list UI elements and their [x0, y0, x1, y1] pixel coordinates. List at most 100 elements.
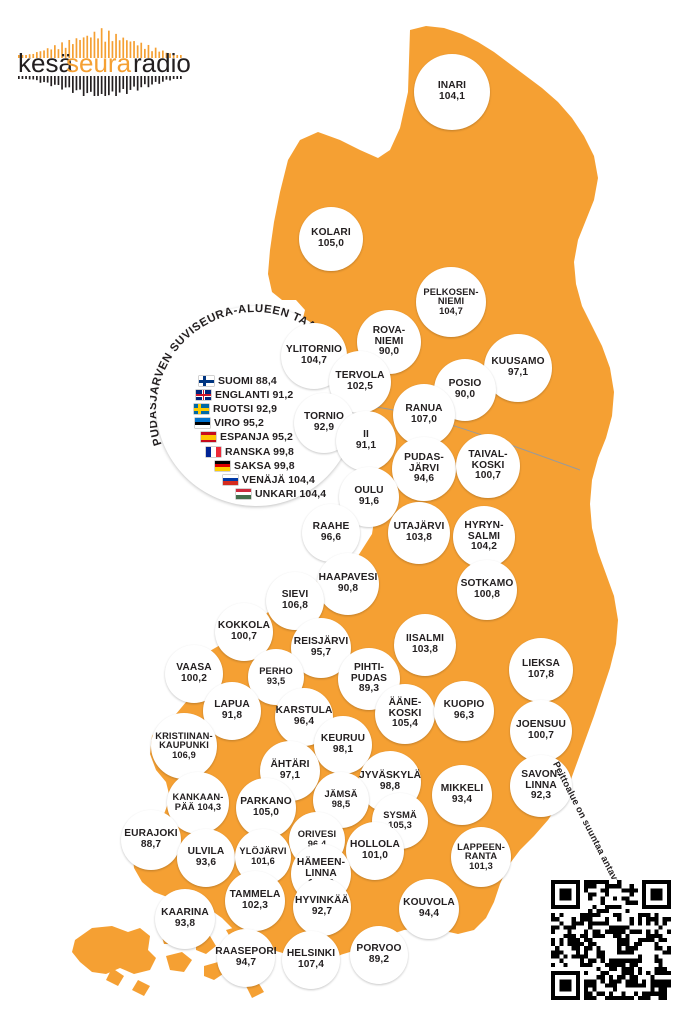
station-bubble[interactable]: II 91,1	[336, 411, 396, 471]
logo: kesä seura radio	[14, 24, 204, 96]
station-name: JYVÄSKYLÄ	[358, 770, 422, 782]
station-name: SOTKAMO	[460, 578, 514, 590]
station-frequency: 94,6	[413, 473, 435, 485]
station-bubble[interactable]: PORVOO 89,2	[350, 926, 408, 984]
station-bubble[interactable]: LIEKSA 107,8	[509, 638, 573, 702]
station-name: LAPUA	[214, 699, 250, 711]
station-name: PORVOO	[356, 943, 402, 955]
station-frequency: 91,6	[358, 496, 380, 507]
station-bubble[interactable]: OULU 91,6	[339, 467, 399, 527]
station-frequency: 106,9	[172, 749, 196, 760]
station-frequency: 89,3	[358, 683, 380, 695]
frequency-row[interactable]: VIRO 95,2	[182, 416, 342, 430]
station-bubble[interactable]: KANKAAN- PÄÄ 104,3	[167, 772, 229, 834]
frequency-label: VENÄJÄ 104,4	[242, 473, 315, 486]
station-name: HOLLOLA	[350, 839, 400, 851]
station-frequency: 101,0	[362, 850, 388, 861]
station-bubble[interactable]: KOLARI 105,0	[299, 207, 363, 271]
station-bubble[interactable]: KARSTULA 96,4	[275, 688, 333, 746]
station-name: IISALMI	[405, 633, 445, 645]
station-bubble[interactable]: RANUA 107,0	[393, 384, 455, 446]
station-bubble[interactable]: PELKOSEN- NIEMI 104,7	[416, 267, 486, 337]
station-bubble[interactable]: IISALMI 103,8	[394, 614, 456, 676]
station-bubble[interactable]: KAARINA 93,8	[155, 889, 215, 949]
station-frequency: 91,8	[221, 710, 243, 721]
station-bubble[interactable]: SOTKAMO 100,8	[457, 560, 517, 620]
station-name: UTAJÄRVI	[393, 521, 445, 533]
station-frequency: 102,5	[347, 381, 373, 392]
station-bubble[interactable]: PARKANO 105,0	[236, 778, 296, 838]
station-name: KUOPIO	[443, 699, 485, 711]
station-bubble[interactable]: TAMMELA 102,3	[225, 871, 285, 931]
frequency-row[interactable]: ESPANJA 95,2	[182, 430, 342, 444]
station-bubble[interactable]: KRISTIINAN- KAUPUNKI 106,9	[151, 713, 217, 779]
station-name: REISJÄRVI	[293, 636, 349, 648]
station-frequency: 93,6	[195, 857, 217, 868]
station-bubble[interactable]: KOUVOLA 94,4	[399, 879, 459, 939]
station-bubble[interactable]: ULVILA 93,6	[177, 829, 235, 887]
station-bubble[interactable]: HAAPAVESI 90,8	[317, 553, 379, 615]
station-frequency: 100,7	[528, 730, 554, 741]
station-name: PIHTI- PUDAS	[350, 662, 388, 684]
station-name: PUDAS- JÄRVI	[404, 452, 444, 474]
station-frequency: 90,0	[454, 389, 476, 400]
station-bubble[interactable]: HYRYN- SALMI 104,2	[453, 506, 515, 568]
station-frequency: 94,4	[418, 908, 440, 919]
frequency-row[interactable]: ENGLANTI 91,2	[182, 388, 342, 402]
flag-germany-icon	[215, 460, 230, 471]
station-name: KAARINA	[161, 907, 209, 919]
station-bubble[interactable]: JOENSUU 100,7	[510, 700, 572, 762]
station-name: KOLARI	[311, 227, 351, 239]
station-name: OULU	[354, 485, 384, 497]
station-frequency: 92,9	[313, 422, 335, 433]
station-bubble[interactable]: RAAHE 96,6	[302, 504, 360, 562]
station-frequency: 93,5	[266, 676, 286, 686]
station-frequency: 95,7	[310, 647, 332, 658]
station-frequency: 100,8	[474, 589, 500, 600]
station-frequency: 90,8	[337, 583, 359, 594]
station-name: PERHO	[259, 666, 293, 677]
frequency-row[interactable]: SUOMI 88,4	[182, 374, 342, 388]
station-name: KEURUU	[320, 733, 366, 745]
station-name: KANKAAN- PÄÄ 104,3	[172, 792, 224, 812]
station-bubble[interactable]: HOLLOLA 101,0	[346, 822, 404, 880]
station-bubble[interactable]: SAVON- LINNA 92,3	[510, 755, 572, 817]
station-frequency: 107,4	[298, 959, 324, 970]
flag-estonia-icon	[195, 418, 210, 429]
frequency-label: ENGLANTI 91,2	[215, 389, 294, 402]
station-bubble[interactable]: INARI 104,1	[414, 54, 490, 130]
station-frequency: 98,1	[332, 744, 354, 755]
station-name: KRISTIINAN- KAUPUNKI	[155, 730, 213, 751]
station-bubble[interactable]: HYVINKÄÄ 92,7	[293, 878, 351, 936]
flag-finland-icon	[199, 376, 214, 387]
station-frequency: 107,8	[528, 669, 554, 680]
station-bubble[interactable]: MIKKELI 93,4	[432, 765, 492, 825]
station-bubble[interactable]: LAPPEEN- RANTA 101,3	[451, 827, 511, 887]
station-bubble[interactable]: KUOPIO 96,3	[434, 681, 494, 741]
station-frequency: 92,7	[311, 906, 333, 917]
station-bubble[interactable]: HELSINKI 107,4	[282, 931, 340, 989]
station-bubble[interactable]: UTAJÄRVI 103,8	[388, 502, 450, 564]
station-bubble[interactable]: TAIVAL- KOSKI 100,7	[456, 434, 520, 498]
station-frequency: 91,1	[355, 440, 377, 451]
station-name: ORIVESI	[297, 829, 337, 840]
logo-text-seura: seura	[66, 48, 132, 78]
station-bubble[interactable]: ÄÄNE- KOSKI 105,4	[375, 684, 435, 744]
station-frequency: 104,7	[301, 355, 327, 366]
qr-code[interactable]	[551, 880, 671, 1000]
station-bubble[interactable]: PUDAS- JÄRVI 94,6	[392, 437, 456, 501]
frequency-row[interactable]: SAKSA 99,8	[182, 459, 342, 473]
station-name: ULVILA	[187, 846, 225, 858]
frequency-row[interactable]: VENÄJÄ 104,4	[182, 473, 342, 487]
station-name: SYSMÄ	[383, 810, 417, 821]
station-bubble[interactable]: RAASEPORI 94,7	[215, 929, 277, 987]
station-frequency: 97,1	[507, 367, 529, 378]
frequency-row[interactable]: UNKARI 104,4	[182, 487, 342, 501]
frequency-row[interactable]: RUOTSI 92,9	[182, 402, 342, 416]
station-frequency: 89,2	[368, 954, 390, 965]
station-name: SAVON- LINNA	[521, 769, 561, 791]
station-bubble[interactable]: KEURUU 98,1	[314, 716, 372, 774]
frequency-row[interactable]: RANSKA 99,8	[182, 444, 342, 458]
logo-text-radio: radio	[133, 48, 191, 78]
station-bubble[interactable]: EURAJOKI 88,7	[121, 810, 181, 870]
